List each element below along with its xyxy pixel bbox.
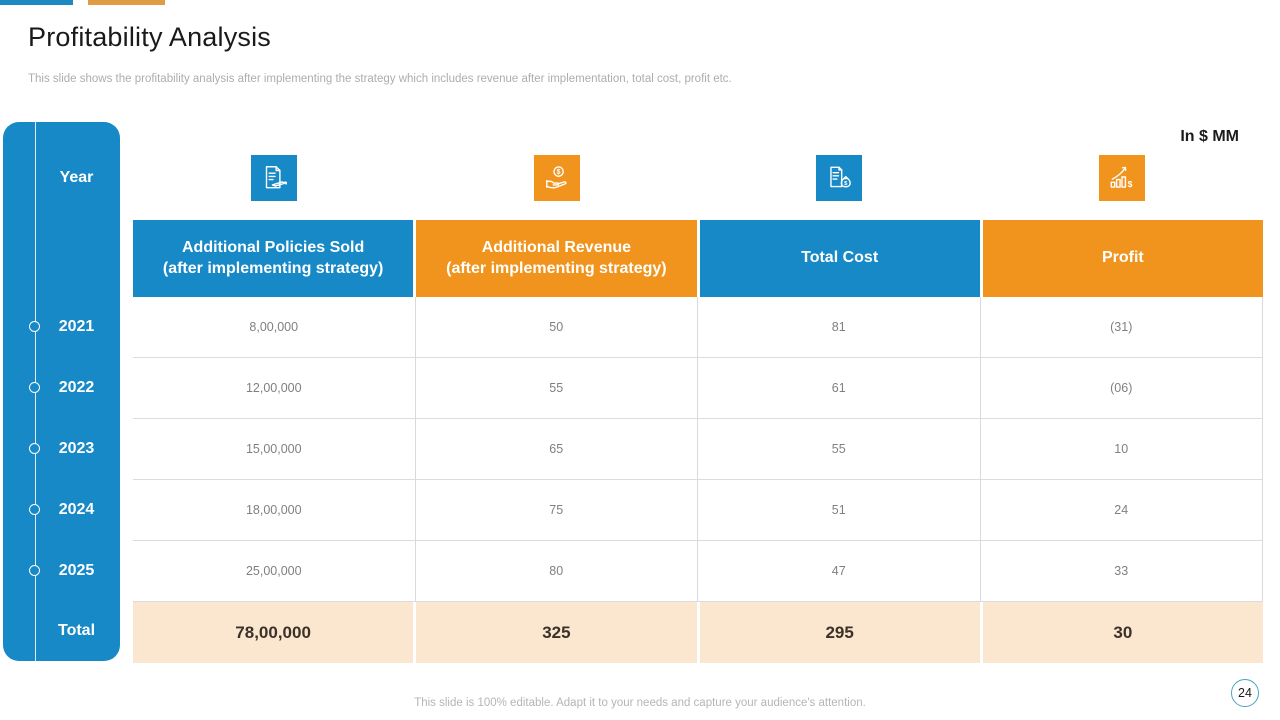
slide-subtitle: This slide shows the profitability analy…	[28, 73, 732, 85]
header-profit: Profit	[982, 220, 1263, 297]
year-label-2024: 2024	[58, 501, 95, 518]
unit-label: In $ MM	[1180, 128, 1239, 145]
table-row-2024: 18,00,000 75 51 24	[133, 480, 1263, 541]
header-additional-revenue: Additional Revenue (after implementing s…	[416, 220, 697, 297]
svg-text:$: $	[556, 169, 560, 176]
year-sidebar: Year 2021 2022 2023 2024 2025 Total	[3, 122, 120, 661]
invoice-money-bag-icon: $	[816, 155, 863, 201]
hand-coin-icon: $	[533, 155, 580, 201]
timeline-dot	[29, 321, 40, 332]
table-row-2025: 25,00,000 80 47 33	[133, 541, 1263, 602]
year-label-2023: 2023	[58, 440, 95, 457]
top-accent-blue	[0, 0, 73, 5]
table-row-2023: 15,00,000 65 55 10	[133, 419, 1263, 480]
column-icons-row: $ $	[133, 155, 1263, 201]
timeline-dot	[29, 565, 40, 576]
table-body: 8,00,000 50 81 (31) 12,00,000 55 61 (06)…	[133, 297, 1263, 663]
page-title: Profitability Analysis	[28, 22, 271, 52]
year-column-header: Year	[59, 169, 94, 186]
timeline-dot	[29, 443, 40, 454]
profit-growth-icon: $	[1098, 155, 1145, 201]
year-label-2025: 2025	[58, 562, 95, 579]
top-accent-orange	[88, 0, 165, 5]
policy-document-icon	[251, 155, 298, 201]
svg-text:$: $	[1127, 179, 1132, 189]
page-number-badge: 24	[1231, 679, 1259, 707]
header-additional-policies: Additional Policies Sold (after implemen…	[133, 220, 414, 297]
year-label-2021: 2021	[58, 318, 95, 335]
timeline-dot	[29, 504, 40, 515]
year-label-2022: 2022	[58, 379, 95, 396]
header-total-cost: Total Cost	[699, 220, 980, 297]
total-row-label: Total	[57, 622, 96, 639]
table-row-2022: 12,00,000 55 61 (06)	[133, 358, 1263, 419]
timeline-dot	[29, 382, 40, 393]
table-row-2021: 8,00,000 50 81 (31)	[133, 297, 1263, 358]
table-header-row: Additional Policies Sold (after implemen…	[133, 220, 1263, 297]
footer-note: This slide is 100% editable. Adapt it to…	[414, 697, 866, 709]
svg-text:$: $	[844, 181, 848, 187]
table-total-row: 78,00,000 325 295 30	[133, 602, 1263, 663]
